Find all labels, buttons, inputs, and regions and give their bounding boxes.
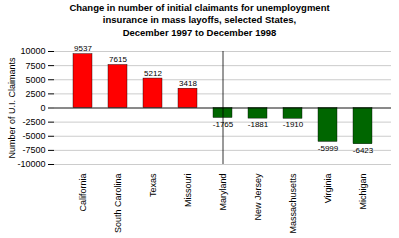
svg-text:Massachusetts: Massachusetts (288, 173, 298, 234)
svg-text:Texas: Texas (148, 173, 158, 197)
svg-text:Virginia: Virginia (323, 174, 333, 204)
svg-text:5212: 5212 (144, 69, 162, 78)
svg-text:-2500: -2500 (22, 117, 45, 127)
svg-text:7615: 7615 (109, 55, 127, 64)
svg-text:-1765: -1765 (213, 120, 234, 129)
svg-text:-10000: -10000 (17, 159, 45, 169)
svg-text:Number of U.I. Claimants: Number of U.I. Claimants (7, 57, 17, 159)
svg-text:2500: 2500 (25, 89, 45, 99)
svg-text:-6423: -6423 (353, 146, 374, 155)
svg-text:New Jersey: New Jersey (253, 173, 263, 221)
svg-text:South Carolina: South Carolina (113, 174, 123, 234)
svg-text:9537: 9537 (74, 44, 92, 53)
svg-text:10000: 10000 (20, 46, 45, 56)
svg-text:7500: 7500 (25, 61, 45, 71)
svg-text:5000: 5000 (25, 75, 45, 85)
svg-text:California: California (78, 174, 88, 212)
svg-text:-5999: -5999 (318, 144, 339, 153)
svg-text:-1910: -1910 (283, 121, 304, 130)
svg-text:3418: 3418 (179, 79, 197, 88)
svg-text:-5000: -5000 (22, 131, 45, 141)
svg-text:-1881: -1881 (248, 120, 269, 129)
svg-text:Missouri: Missouri (183, 174, 193, 208)
svg-text:Maryland: Maryland (218, 174, 228, 211)
html-text:Change in number of initial cl: Change in number of initial claimants fo… (69, 2, 330, 38)
svg-text:0: 0 (40, 103, 45, 113)
svg-text:-7500: -7500 (22, 145, 45, 155)
svg-text:Michigan: Michigan (358, 174, 368, 210)
